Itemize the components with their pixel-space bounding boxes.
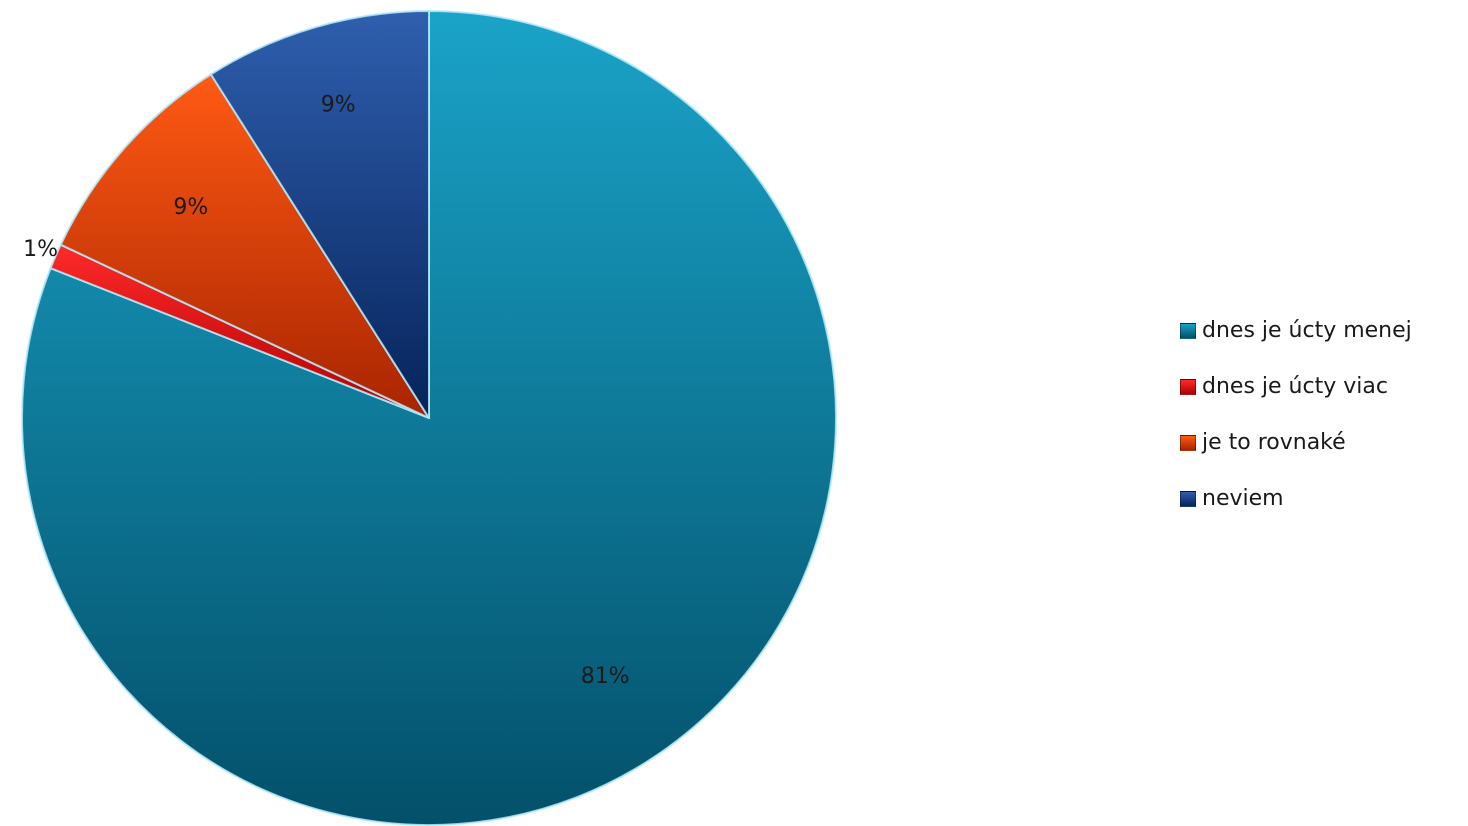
legend-swatch [1180, 378, 1196, 395]
pie-data-label: 9% [173, 195, 208, 220]
legend-item: neviem [1180, 484, 1466, 513]
pie-data-labels: 81% 1% 9% 9% [23, 92, 630, 689]
legend-item: dnes je úcty menej [1180, 316, 1466, 345]
legend-item: je to rovnaké [1180, 428, 1466, 457]
pie-slice [59, 73, 430, 419]
legend-swatch [1180, 434, 1196, 451]
legend-item: dnes je úcty viac [1180, 372, 1466, 401]
pie-slice [209, 10, 430, 419]
chart-legend: dnes je úcty menej dnes je úcty viac je … [1180, 316, 1466, 540]
pie-data-label: 81% [581, 664, 630, 689]
legend-label: neviem [1202, 486, 1284, 511]
legend-swatch [1180, 322, 1196, 339]
pie-data-label: 9% [321, 92, 356, 117]
legend-label: je to rovnaké [1202, 430, 1346, 455]
legend-label: dnes je úcty viac [1202, 374, 1388, 399]
pie-slice [21, 10, 837, 826]
pie-data-label: 1% [23, 237, 58, 262]
legend-label: dnes je úcty menej [1202, 318, 1412, 343]
legend-swatch [1180, 490, 1196, 507]
pie-slices [21, 10, 837, 826]
